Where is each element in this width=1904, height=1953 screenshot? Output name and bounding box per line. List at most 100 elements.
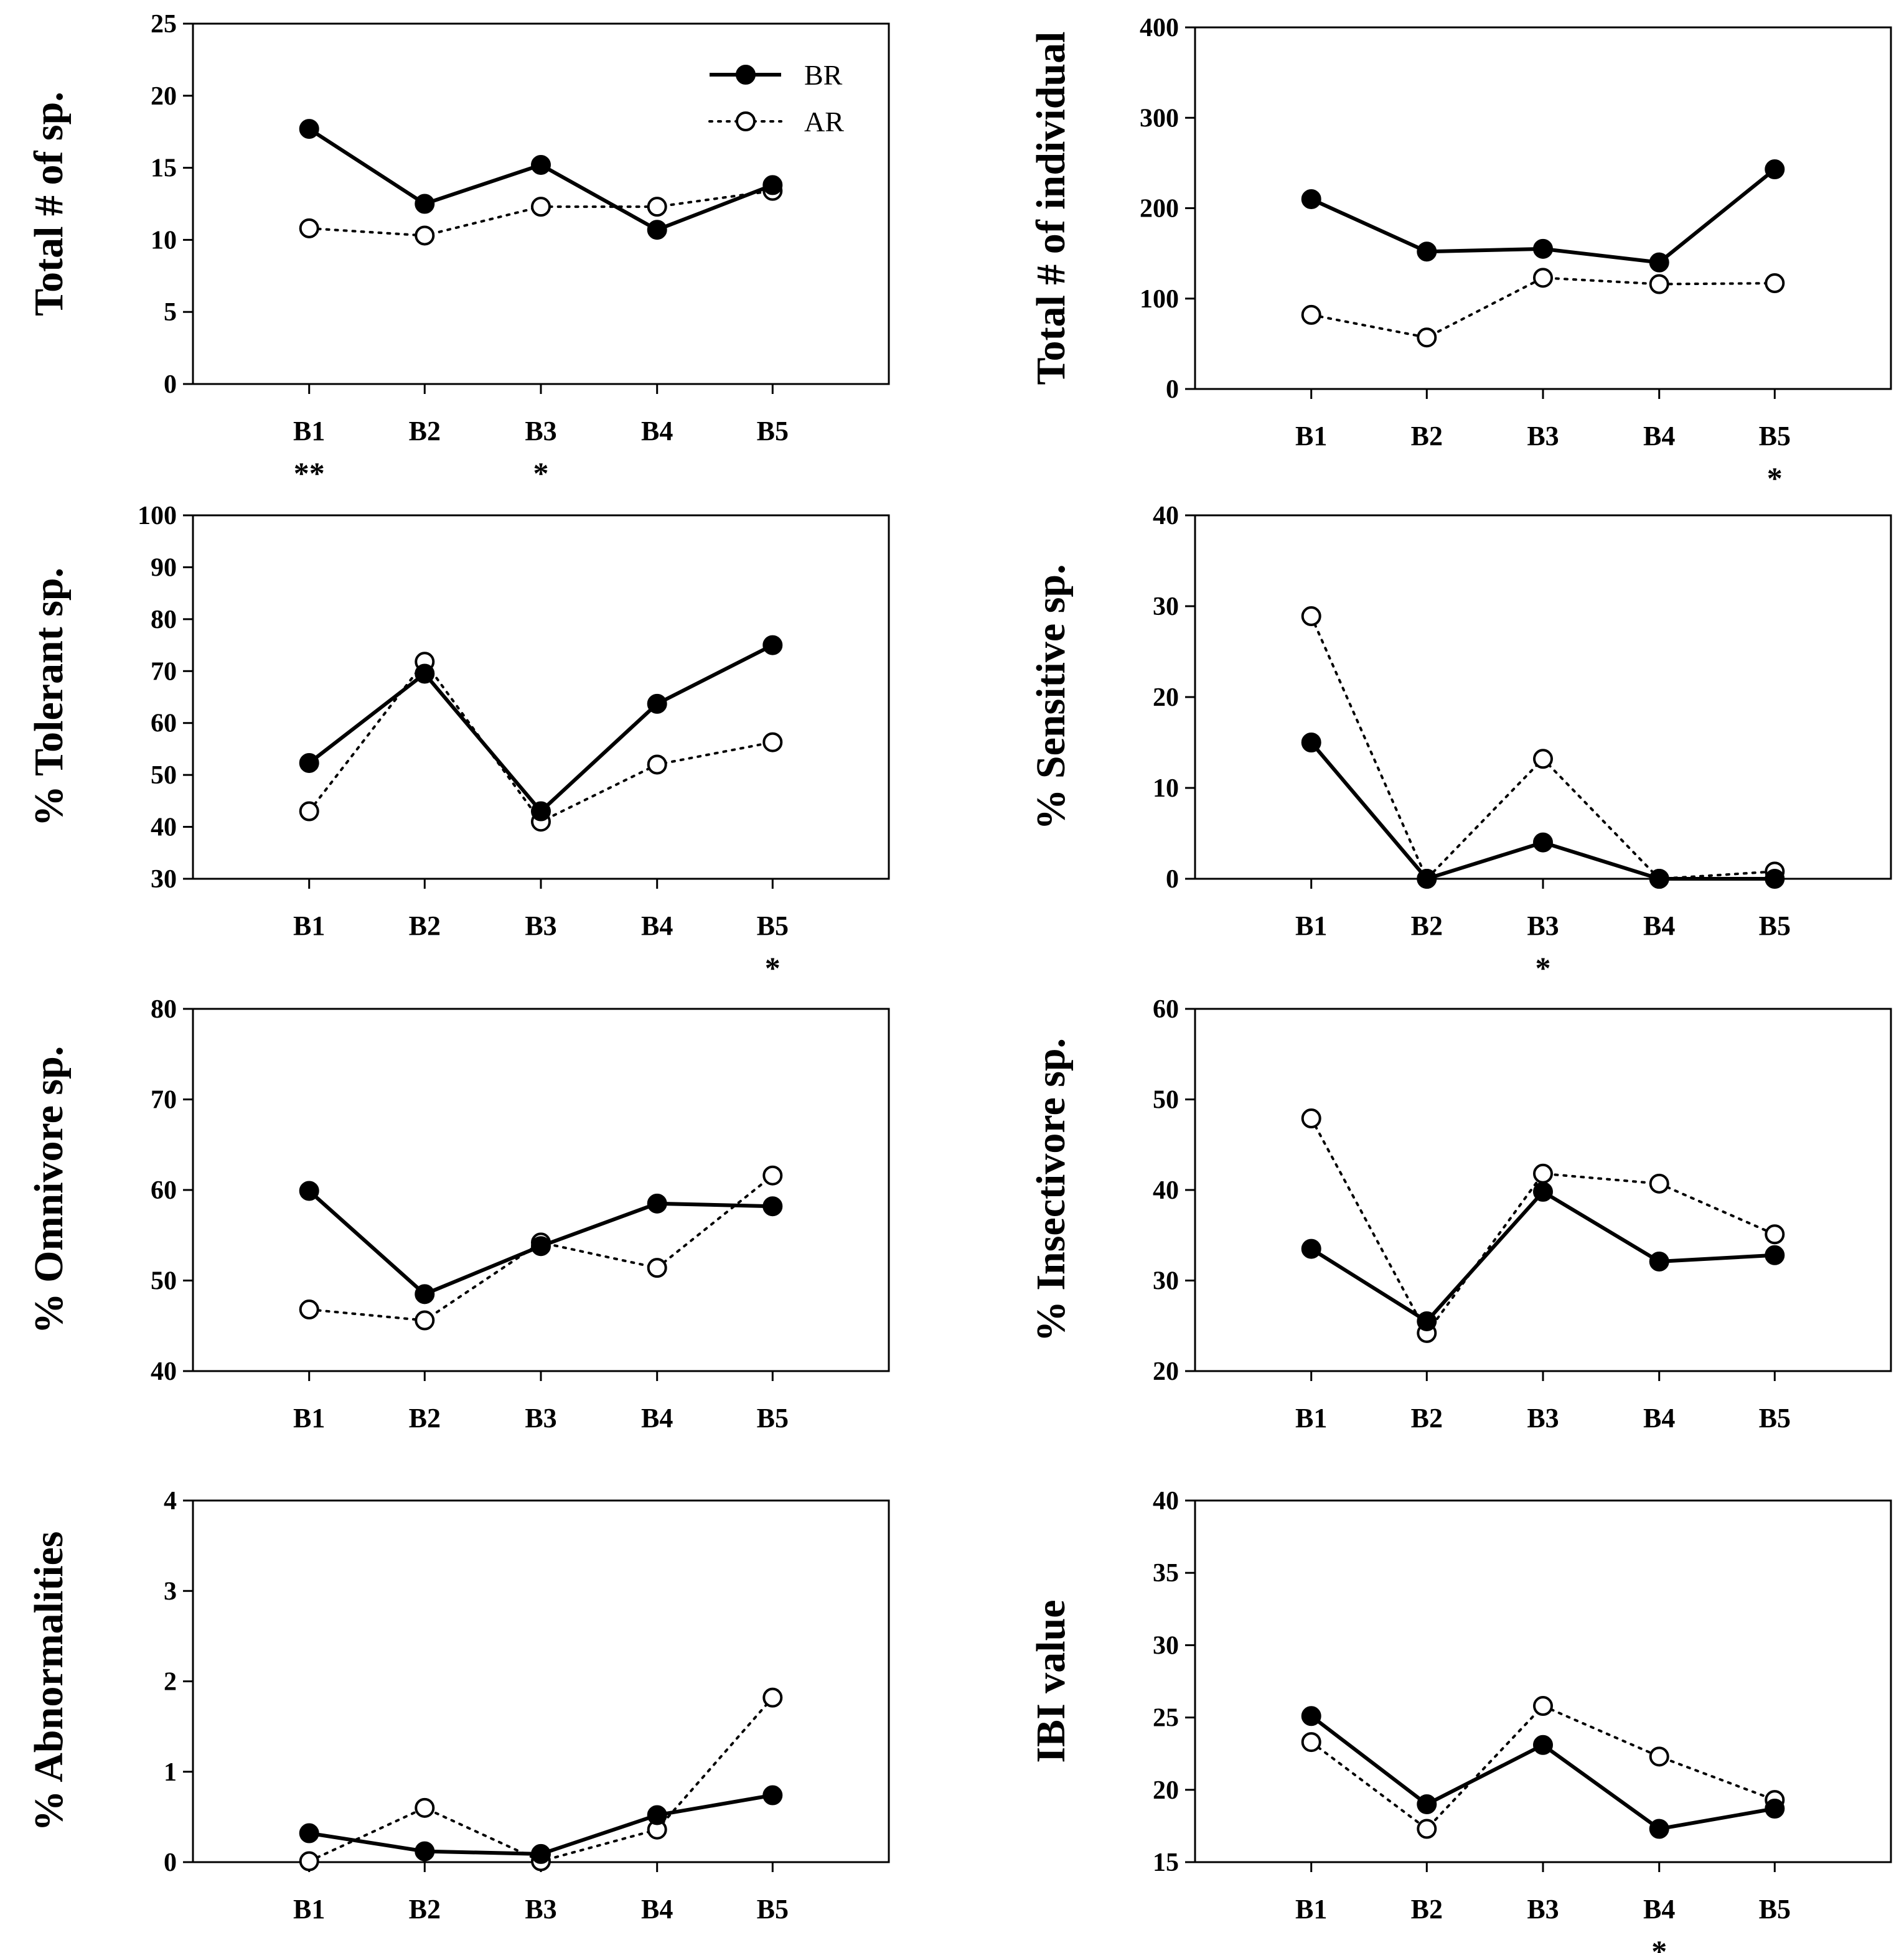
point-BR-B2 [415,1841,435,1862]
point-BR-B2 [1417,1794,1437,1815]
y-tick-label: 2 [164,1668,177,1697]
point-AR-B3 [1533,1163,1553,1184]
chart-panel-1: 0 5 10 15 20 25 B1 ** B2 B3 * B4 B5 Total # of sp. [26,10,890,490]
point-AR-B4 [647,197,667,217]
significance-mark: * [533,456,549,490]
y-tick-label: 400 [1140,14,1179,42]
y-tick-label: 30 [1153,1631,1179,1660]
point-AR-B3 [1533,749,1553,769]
legend-label-AR: AR [804,106,844,138]
x-tick-label: B4 [1643,1894,1675,1924]
point-AR-B4 [647,1258,667,1278]
y-tick-label: 35 [1153,1559,1179,1588]
plot-frame [192,1008,890,1372]
point-BR-B5 [762,1196,783,1217]
y-tick-label: 30 [1153,592,1179,621]
x-tick-label: B4 [641,911,673,941]
x-tick-label: B1 [1295,421,1327,451]
significance-mark: * [1767,461,1783,495]
y-tick-label: 15 [151,154,177,183]
point-BR-B1 [1301,189,1321,209]
point-AR-B2 [1417,327,1437,348]
series-line-AR [1310,1117,1776,1336]
y-tick-label: 1 [164,1758,177,1787]
x-tick-label: B5 [757,416,789,446]
y-tick-label: 40 [151,813,177,842]
point-AR-B1 [1301,1108,1321,1129]
point-BR-B4 [1649,1819,1669,1839]
point-AR-B4 [1649,1746,1669,1767]
y-tick-label: 3 [164,1577,177,1606]
y-axis-title: % Tolerant sp. [26,568,72,827]
series-line-BR [307,643,774,814]
point-AR-B1 [1301,304,1321,325]
point-AR-B1 [299,218,319,238]
point-BR-B3 [531,1843,551,1864]
y-tick-label: 40 [1153,1176,1179,1205]
legend-marker-AR [736,111,756,131]
point-AR-B2 [1417,1819,1437,1839]
point-BR-B3 [1533,832,1553,853]
y-tick-label: 0 [164,370,177,399]
chart-panel-4: 0 10 20 30 40 B1 B2 B3 * B4 B5 % Sensitive sp. [1028,502,1892,985]
x-tick-label: B2 [409,1403,441,1433]
chart-panel-3: 30 40 50 60 70 80 90 100 B1 B2 B3 B4 B5 * % Tolerant s… [26,502,890,985]
x-tick-label: B5 [1759,911,1791,941]
point-AR-B3 [1533,1696,1553,1716]
point-BR-B5 [1765,1245,1785,1265]
y-tick-label: 20 [151,82,177,111]
y-tick-label: 40 [1153,502,1179,530]
x-tick-label: B2 [1411,421,1443,451]
legend-marker-BR [736,65,756,85]
y-tick-label: 10 [1153,774,1179,803]
y-tick-label: 40 [1153,1487,1179,1515]
y-tick-label: 15 [1153,1848,1179,1877]
y-tick-label: 40 [151,1357,177,1386]
y-axis-title: % Abnormalities [26,1531,72,1831]
point-AR-B3 [1533,268,1553,288]
chart-panel-8: 15 20 25 30 35 40 B1 B2 B3 B4 * B5 IBI value [1028,1487,1892,1953]
x-tick-label: B2 [1411,1894,1443,1924]
x-tick-label: B1 [293,911,325,941]
x-tick-label: B1 [1295,1403,1327,1433]
x-tick-label: B3 [525,1403,556,1433]
point-AR-B5 [1765,273,1785,294]
x-tick-label: B1 [293,1403,325,1433]
chart-panel-7: 0 1 2 3 4 B1 B2 B3 B4 B5 % Abnormalities [26,1487,890,1924]
x-tick-label: B2 [409,1894,441,1924]
y-axis-title: Total # of sp. [26,91,72,316]
chart-panel-2: 0 100 200 300 400 B1 B2 B3 B4 B5 * Total # of indiv… [1028,14,1892,495]
x-tick-label: B3 [1527,1403,1559,1433]
point-BR-B5 [1765,869,1785,889]
point-BR-B3 [531,1236,551,1257]
point-BR-B3 [1533,1735,1553,1755]
plot-frame [1194,514,1892,880]
y-axis-title: % Sensitive sp. [1028,564,1074,830]
x-tick-label: B3 [525,416,556,446]
y-tick-label: 70 [151,657,177,686]
point-AR-B1 [1301,1732,1321,1753]
point-AR-B4 [647,754,667,775]
point-BR-B1 [299,752,319,773]
series-line-AR [307,659,774,823]
significance-mark: * [765,950,781,985]
point-BR-B4 [647,693,667,714]
x-tick-label: B5 [757,1403,789,1433]
x-tick-label: B3 [525,1894,556,1924]
x-tick-label: B3 [1527,1894,1559,1924]
point-AR-B5 [762,1165,783,1186]
point-BR-B1 [1301,1706,1321,1726]
significance-mark: * [1651,1934,1667,1953]
y-tick-label: 90 [151,553,177,582]
series-line-AR [307,1696,774,1863]
x-tick-label: B5 [1759,1403,1791,1433]
x-tick-label: B5 [757,911,789,941]
point-BR-B3 [531,154,551,175]
point-AR-B2 [415,1310,435,1331]
y-axis-title: % Insectivore sp. [1028,1038,1074,1342]
point-BR-B2 [1417,869,1437,889]
y-tick-label: 25 [1153,1704,1179,1733]
x-tick-label: B1 [1295,911,1327,941]
x-tick-label: B1 [293,1894,325,1924]
